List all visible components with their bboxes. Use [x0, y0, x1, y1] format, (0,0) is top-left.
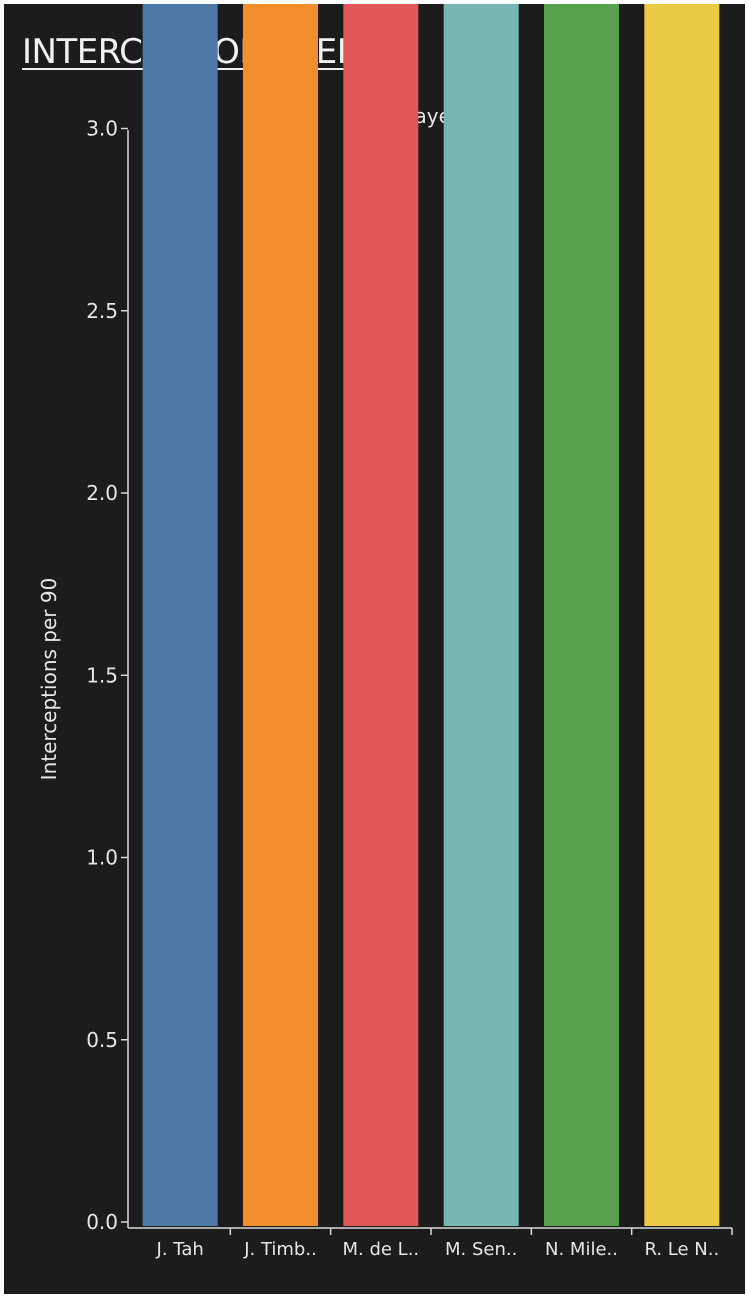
bar	[544, 4, 619, 1226]
x-tick-label: R. Le N..	[644, 1239, 719, 1260]
bar	[243, 4, 318, 1226]
bar	[644, 4, 720, 1227]
y-tick-label: 2.5	[86, 299, 118, 323]
bar	[443, 4, 519, 1227]
x-tick-label: J. Tah	[156, 1239, 204, 1260]
y-tick-label: 0.0	[86, 1210, 118, 1234]
chart-panel: INTERCEPTIONS PER 90 PlayerInterceptions…	[4, 4, 745, 1294]
x-tick-label: N. Mile..	[545, 1239, 618, 1260]
x-tick-label: M. de L..	[342, 1239, 419, 1260]
bar	[343, 4, 419, 1226]
y-tick-label: 1.0	[86, 846, 118, 870]
x-tick-label: M. Sen..	[445, 1239, 517, 1260]
bar	[142, 4, 218, 1226]
y-tick-label: 1.5	[86, 663, 118, 687]
y-tick-label: 3.0	[86, 117, 118, 141]
x-tick-label: J. Timb..	[243, 1239, 317, 1260]
y-tick-label: 2.0	[86, 481, 118, 505]
y-tick-label: 0.5	[86, 1028, 118, 1052]
y-axis-title: Interceptions per 90	[37, 578, 61, 781]
